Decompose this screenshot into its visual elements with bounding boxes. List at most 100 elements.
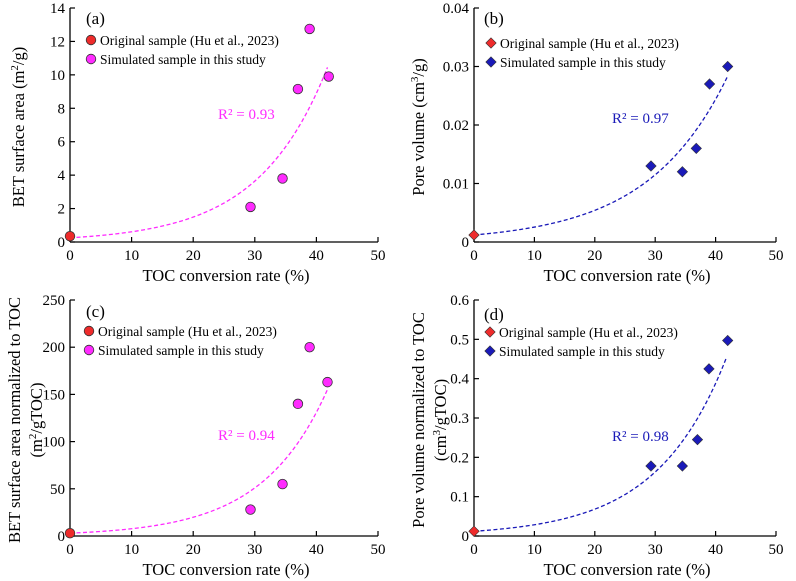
x-tick-label: 0 bbox=[66, 542, 74, 558]
y-tick-label: 10 bbox=[50, 68, 65, 84]
panel-a: 0 10 20 30 40 50 0 2 4 6 8 10 12 14 TOC conversion rat… bbox=[9, 1, 386, 285]
panel-c: 0 10 20 30 40 50 0 50 100 150 200 250 TOC conversion… bbox=[5, 293, 386, 579]
legend-label-original: Original sample (Hu et al., 2023) bbox=[499, 325, 678, 340]
x-tick-label: 30 bbox=[247, 248, 262, 264]
x-tick-label: 30 bbox=[648, 542, 663, 558]
y-tick-label: 150 bbox=[43, 387, 66, 403]
x-tick-label: 40 bbox=[708, 248, 723, 264]
fit-curve bbox=[69, 389, 329, 534]
y-tick-label: 2 bbox=[58, 202, 66, 218]
y-tick-label: 200 bbox=[43, 340, 66, 356]
legend-marker-original bbox=[83, 325, 95, 337]
y-tick-label: 0 bbox=[462, 235, 470, 251]
fit-curve bbox=[473, 75, 729, 236]
x-tick-label: 0 bbox=[470, 248, 478, 264]
data-point-simulated bbox=[691, 434, 704, 446]
r2-label: R² = 0.97 bbox=[612, 111, 669, 127]
y-tick-label: 0.2 bbox=[450, 450, 469, 466]
y-axis-title: Pore volume normalized to TOC bbox=[409, 312, 428, 528]
legend-label-original: Original sample (Hu et al., 2023) bbox=[98, 324, 277, 339]
panel-label: (a) bbox=[86, 9, 105, 28]
data-point-simulated bbox=[322, 376, 333, 388]
data-point-simulated bbox=[722, 60, 734, 73]
x-tick-label: 20 bbox=[186, 542, 201, 558]
data-point-simulated bbox=[277, 173, 288, 184]
data-point-original bbox=[64, 527, 76, 539]
legend-marker-simulated bbox=[83, 344, 95, 356]
x-tick-label: 0 bbox=[66, 248, 74, 264]
y-tick-label: 8 bbox=[58, 101, 66, 117]
x-tick-label: 30 bbox=[247, 542, 262, 558]
y-axis-title-line2: (cm3/gTOC) bbox=[431, 379, 450, 461]
legend-marker-original bbox=[485, 37, 497, 49]
fit-curve bbox=[473, 357, 728, 532]
x-tick-label: 50 bbox=[371, 248, 386, 264]
legend-marker-simulated bbox=[485, 56, 497, 68]
fit-curve bbox=[69, 67, 329, 239]
x-tick-label: 0 bbox=[470, 542, 478, 558]
legend-label-simulated: Simulated sample in this study bbox=[100, 52, 266, 67]
data-point-simulated bbox=[645, 160, 657, 172]
legend: Original sample (Hu et al., 2023) Simulat… bbox=[485, 36, 679, 70]
r2-label: R² = 0.94 bbox=[218, 428, 275, 444]
legend-marker-simulated bbox=[85, 53, 97, 65]
legend-label-original: Original sample (Hu et al., 2023) bbox=[500, 36, 679, 51]
x-axis-title: TOC conversion rate (%) bbox=[544, 266, 711, 285]
data-point-original bbox=[468, 229, 480, 241]
panel-d: 0 10 20 30 40 50 0 0.1 0.2 0.3 0.4 0.5 0.6 TOC conver… bbox=[409, 293, 784, 579]
y-tick-label: 100 bbox=[43, 435, 66, 451]
y-tick-label: 0.4 bbox=[450, 372, 469, 388]
data-point-simulated bbox=[245, 201, 256, 213]
x-tick-label: 40 bbox=[309, 542, 324, 558]
x-tick-label: 10 bbox=[124, 248, 139, 264]
y-axis-title: BET surface area normalized to TOC bbox=[5, 297, 24, 543]
legend-marker-simulated bbox=[484, 345, 496, 357]
data-point-simulated bbox=[645, 460, 657, 472]
y-tick-label: 0.03 bbox=[443, 60, 469, 76]
data-point-simulated bbox=[703, 78, 716, 90]
y-tick-label: 0.3 bbox=[450, 411, 469, 427]
x-tick-label: 10 bbox=[527, 542, 542, 558]
y-axis-title-line2: (m2/gTOC) bbox=[27, 383, 46, 458]
legend: Original sample (Hu et al., 2023) Simulat… bbox=[85, 33, 279, 67]
y-tick-label: 0.02 bbox=[443, 118, 469, 134]
data-point-original bbox=[468, 525, 480, 537]
x-tick-label: 10 bbox=[124, 542, 139, 558]
y-axis-title: Pore volume (cm3/g) bbox=[409, 58, 428, 195]
data-point-simulated bbox=[245, 504, 256, 515]
panel-label: (c) bbox=[86, 302, 105, 321]
legend-label-original: Original sample (Hu et al., 2023) bbox=[100, 33, 279, 48]
y-tick-label: 0.6 bbox=[450, 293, 469, 309]
panel-b: 0 10 20 30 40 50 0 0.01 0.02 0.03 0.04 TOC conversi… bbox=[409, 1, 784, 285]
y-tick-label: 6 bbox=[58, 135, 66, 151]
r2-label: R² = 0.93 bbox=[218, 107, 275, 123]
data-point-simulated bbox=[292, 83, 304, 95]
x-tick-label: 10 bbox=[527, 248, 542, 264]
data-point-simulated bbox=[722, 334, 734, 347]
panel-label: (d) bbox=[484, 305, 504, 324]
x-tick-label: 50 bbox=[769, 248, 784, 264]
y-axis-title: BET surface area (m2/g) bbox=[9, 47, 28, 208]
x-axis-title: TOC conversion rate (%) bbox=[143, 560, 310, 579]
data-point-simulated bbox=[277, 478, 288, 490]
y-tick-label: 50 bbox=[50, 482, 65, 498]
y-tick-label: 0.1 bbox=[450, 490, 469, 506]
y-tick-label: 0.04 bbox=[443, 1, 470, 17]
data-point-simulated bbox=[323, 71, 334, 82]
x-axis-title: TOC conversion rate (%) bbox=[143, 266, 310, 285]
legend: Original sample (Hu et al., 2023) Simulat… bbox=[83, 324, 277, 358]
y-tick-label: 250 bbox=[43, 293, 66, 309]
y-tick-label: 0 bbox=[58, 235, 66, 251]
data-point-simulated bbox=[676, 166, 689, 178]
y-tick-label: 0 bbox=[58, 529, 66, 545]
legend-marker-original bbox=[484, 326, 496, 338]
data-point-simulated bbox=[703, 363, 715, 375]
x-axis-title: TOC conversion rate (%) bbox=[544, 560, 711, 579]
panel-label: (b) bbox=[484, 9, 504, 28]
data-point-original bbox=[64, 230, 76, 242]
y-tick-label: 0 bbox=[462, 529, 470, 545]
y-tick-label: 12 bbox=[50, 34, 65, 50]
y-tick-label: 0.01 bbox=[443, 177, 469, 193]
x-tick-label: 20 bbox=[186, 248, 201, 264]
